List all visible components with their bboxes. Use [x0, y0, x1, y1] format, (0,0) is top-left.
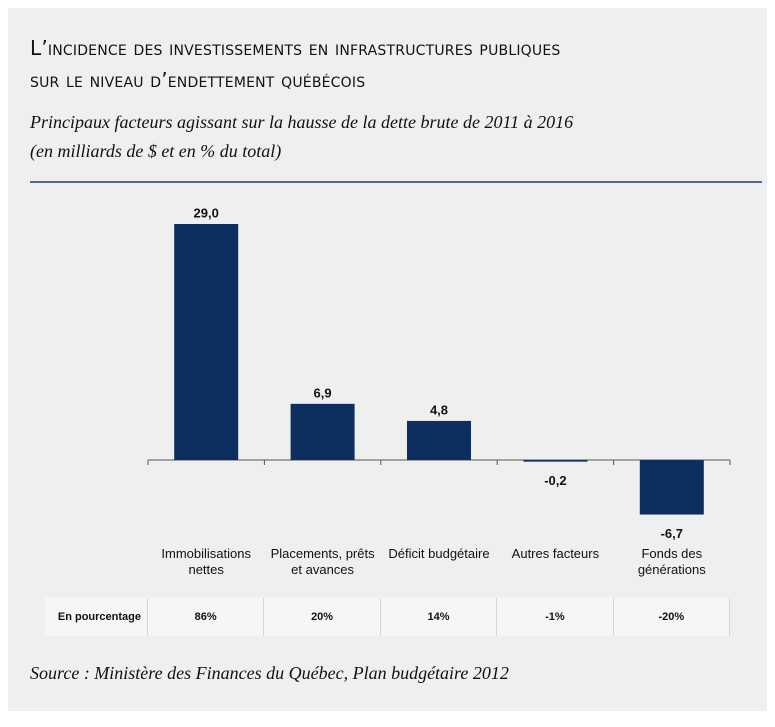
chart-panel: 29,0 6,9 4,8 -0,2 -6,7 L’incidence des inves… — [8, 8, 767, 711]
bar — [407, 420, 471, 460]
data-label: -0,2 — [544, 473, 566, 488]
data-label: -6,7 — [661, 526, 683, 541]
bar — [639, 460, 704, 515]
x-tick-label: Fonds des générations — [637, 546, 706, 577]
table-cell: -1% — [497, 598, 614, 636]
chart: 29,0 6,9 4,8 -0,2 -6,7 — [30, 181, 762, 541]
bar — [523, 460, 588, 462]
table-cell: 86% — [148, 598, 265, 636]
table-cell: 14% — [380, 598, 498, 636]
x-tick-label: Autres facteurs — [511, 546, 600, 561]
x-tick-label: Immobilisations nettes — [161, 546, 251, 577]
data-label: 29,0 — [194, 205, 219, 220]
chart-subtitle: (en milliards de $ et en % du total) — [30, 141, 282, 161]
chart-subtitle: Principaux facteurs agissant sur la haus… — [30, 112, 574, 132]
data-label: 4,8 — [430, 402, 448, 417]
bar — [290, 403, 355, 460]
x-tick-label: Placements, prêts et avances — [270, 546, 375, 577]
chart-title: L’incidence des investissements en infra… — [30, 36, 561, 60]
table-row-header: En pourcentage — [45, 598, 148, 636]
bar — [174, 224, 239, 460]
table-cell: 20% — [264, 598, 381, 636]
data-label: 6,9 — [314, 385, 332, 400]
table-cell: -20% — [613, 598, 730, 636]
x-tick-label: Déficit budgétaire — [388, 546, 490, 561]
source-note: Source : Ministère des Finances du Québe… — [30, 663, 509, 683]
chart-title: sur le niveau d’endettement québécois — [30, 68, 366, 92]
